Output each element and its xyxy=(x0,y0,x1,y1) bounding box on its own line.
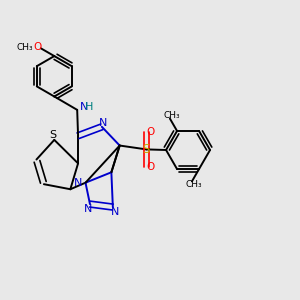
Text: O: O xyxy=(146,162,155,172)
Text: N: N xyxy=(74,178,82,188)
Text: CH₃: CH₃ xyxy=(163,111,180,120)
Text: N: N xyxy=(99,118,107,128)
Text: S: S xyxy=(49,130,56,140)
Text: S: S xyxy=(142,143,150,156)
Text: CH₃: CH₃ xyxy=(16,44,33,52)
Text: N: N xyxy=(84,204,92,214)
Text: O: O xyxy=(146,127,155,136)
Text: CH₃: CH₃ xyxy=(185,180,202,189)
Text: O: O xyxy=(33,43,41,52)
Text: N: N xyxy=(80,103,88,112)
Text: H: H xyxy=(85,103,93,112)
Text: N: N xyxy=(110,207,119,217)
